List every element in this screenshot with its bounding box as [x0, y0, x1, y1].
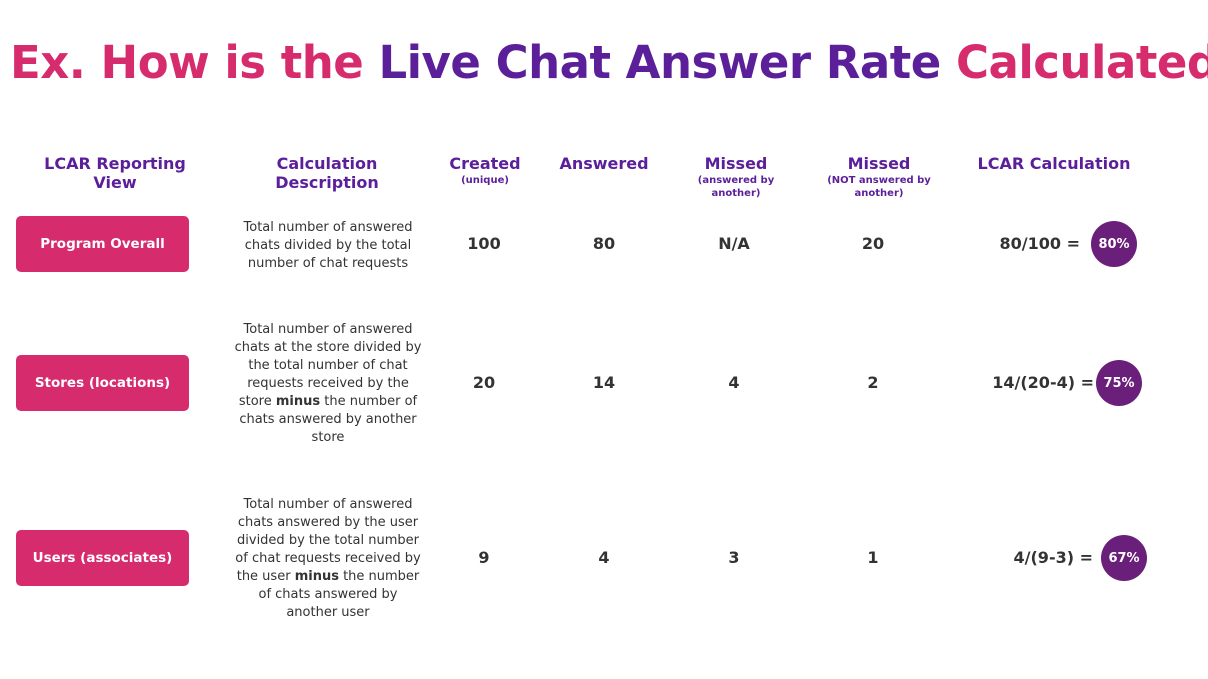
row-description-text-2: the number of chats answered by another …	[258, 569, 420, 620]
header-created-label: Created	[449, 154, 521, 173]
row-missed-answered: 3	[728, 548, 740, 567]
row-created: 100	[467, 234, 501, 253]
row-missed-not-answered: 2	[867, 373, 879, 392]
header-missed-answered-sub: (answered by another)	[697, 175, 775, 199]
row-formula: 4/(9-3) =	[1013, 548, 1093, 567]
row-description-text: Total number of answered chats answered …	[235, 497, 421, 584]
page-title: Ex. How is the Live Chat Answer Rate Cal…	[10, 36, 1208, 89]
row-formula: 14/(20-4) =	[992, 373, 1094, 392]
row-formula: 80/100 =	[999, 234, 1080, 253]
row-missed-not-answered: 20	[861, 234, 885, 253]
row-label-users: Users (associates)	[16, 530, 189, 586]
row-answered: 4	[598, 548, 610, 567]
header-missed-answered-label: Missed	[704, 154, 768, 173]
title-part-1: Ex. How is the	[10, 36, 379, 89]
row-description-text-2: the number of chats answered by another …	[239, 394, 418, 445]
title-part-2: Live Chat Answer Rate	[378, 36, 941, 89]
header-reporting-view: LCAR Reporting View	[44, 154, 186, 192]
row-rate-badge: 67%	[1101, 535, 1147, 581]
header-calculation-description: Calculation Description	[275, 154, 379, 192]
header-created: Created (unique)	[440, 154, 530, 187]
row-rate-badge: 80%	[1091, 221, 1137, 267]
row-rate-badge: 75%	[1096, 360, 1142, 406]
row-missed-not-answered: 1	[867, 548, 879, 567]
row-label-stores: Stores (locations)	[16, 355, 189, 411]
header-missed-not-answered-sub: (NOT answered by another)	[827, 175, 931, 199]
header-missed-not-answered: Missed (NOT answered by another)	[820, 154, 938, 200]
row-description-bold: minus	[294, 569, 339, 584]
row-missed-answered: 4	[728, 373, 740, 392]
row-answered: 14	[592, 373, 616, 392]
header-answered: Answered	[559, 154, 649, 173]
row-description: Total number of answered chats divided b…	[232, 219, 424, 273]
row-description: Total number of answered chats at the st…	[232, 321, 424, 447]
header-missed-answered: Missed (answered by another)	[690, 154, 782, 200]
row-description-text: Total number of answered chats at the st…	[234, 322, 422, 409]
row-description: Total number of answered chats answered …	[232, 496, 424, 622]
row-description-text: Total number of answered chats divided b…	[243, 220, 413, 271]
row-description-bold: minus	[275, 394, 321, 409]
header-lcar-calculation: LCAR Calculation	[977, 154, 1131, 173]
row-label-program-overall: Program Overall	[16, 216, 189, 272]
row-missed-answered: N/A	[718, 234, 750, 253]
title-part-3: Calculated?	[955, 36, 1208, 89]
row-answered: 80	[592, 234, 616, 253]
header-created-sub: (unique)	[461, 175, 509, 186]
row-created: 9	[478, 548, 490, 567]
row-created: 20	[472, 373, 496, 392]
header-missed-not-answered-label: Missed	[847, 154, 911, 173]
